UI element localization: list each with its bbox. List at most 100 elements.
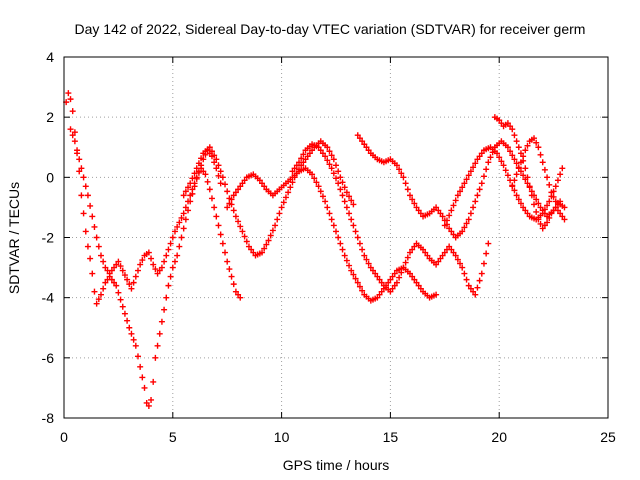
data-point	[513, 138, 520, 145]
data-point	[219, 174, 226, 181]
data-point	[139, 374, 146, 381]
data-point	[309, 147, 316, 154]
data-point	[259, 249, 266, 256]
data-point	[291, 165, 298, 172]
data-point	[195, 160, 202, 167]
data-point	[311, 175, 318, 182]
data-point	[454, 192, 461, 199]
data-point	[84, 192, 91, 199]
data-point	[134, 353, 141, 360]
data-point	[95, 296, 102, 303]
data-point	[398, 170, 405, 177]
data-point	[413, 279, 420, 286]
data-point	[387, 276, 394, 283]
data-point	[300, 151, 307, 158]
data-point	[541, 222, 548, 229]
axis-ticks	[63, 56, 609, 419]
data-point	[113, 282, 120, 289]
data-point	[557, 171, 564, 178]
data-point	[326, 210, 333, 217]
data-point	[256, 177, 263, 184]
data-point	[339, 246, 346, 253]
data-point	[517, 200, 524, 207]
data-point	[74, 147, 81, 154]
data-point	[515, 165, 522, 172]
data-point	[219, 240, 226, 247]
y-tick-labels: -8 -6 -4 -2 0 2 4	[42, 49, 55, 426]
data-point	[476, 186, 483, 193]
data-point	[169, 234, 176, 241]
data-point	[178, 234, 185, 241]
data-point	[561, 216, 568, 223]
data-point	[420, 246, 427, 253]
data-point	[174, 223, 181, 230]
data-point	[443, 217, 450, 224]
data-point	[337, 240, 344, 247]
data-point	[433, 261, 440, 268]
data-point	[411, 276, 418, 283]
data-point	[102, 264, 109, 271]
data-point	[356, 240, 363, 247]
data-point	[102, 279, 109, 286]
data-point	[206, 186, 213, 193]
data-point	[369, 267, 376, 274]
data-point	[145, 402, 152, 409]
data-point	[113, 261, 120, 268]
data-point	[67, 126, 74, 133]
data-point	[441, 222, 448, 229]
data-point	[215, 162, 222, 169]
data-point	[352, 228, 359, 235]
data-point	[78, 165, 85, 172]
data-point	[185, 184, 192, 191]
data-point	[391, 270, 398, 277]
data-point	[467, 210, 474, 217]
data-point	[385, 279, 392, 286]
x-tick-label: 25	[600, 429, 616, 445]
data-point	[324, 204, 331, 211]
data-point	[448, 228, 455, 235]
data-point	[343, 204, 350, 211]
data-point	[241, 233, 248, 240]
data-point	[69, 108, 76, 115]
data-point	[461, 180, 468, 187]
data-point	[537, 220, 544, 227]
data-point	[213, 213, 220, 220]
data-point	[143, 399, 150, 406]
data-point	[121, 310, 128, 317]
data-point	[459, 228, 466, 235]
data-point	[337, 186, 344, 193]
data-point	[280, 199, 287, 206]
y-tick-label: 0	[46, 169, 54, 185]
data-point	[544, 174, 551, 181]
data-point	[161, 306, 168, 313]
data-point	[437, 210, 444, 217]
data-point	[224, 188, 231, 195]
data-point	[352, 275, 359, 282]
data-point	[409, 273, 416, 280]
data-point	[396, 166, 403, 173]
data-point	[235, 291, 242, 298]
data-point	[561, 204, 568, 211]
data-point	[211, 204, 218, 211]
data-point	[124, 317, 131, 324]
y-tick-label: -8	[42, 410, 55, 426]
data-point	[507, 148, 514, 155]
data-point	[76, 156, 83, 163]
data-point	[296, 159, 303, 166]
data-point	[176, 219, 183, 226]
data-point	[465, 172, 472, 179]
data-point	[483, 250, 490, 257]
data-point	[417, 285, 424, 292]
data-point	[134, 267, 141, 274]
data-point	[87, 255, 94, 262]
data-point	[470, 288, 477, 295]
data-point	[513, 192, 520, 199]
chart-title: Day 142 of 2022, Sidereal Day-to-day VTE…	[75, 21, 586, 37]
data-point	[152, 354, 159, 361]
data-point	[117, 296, 124, 303]
data-point	[452, 252, 459, 259]
data-point	[396, 274, 403, 281]
data-point	[359, 138, 366, 145]
data-point	[259, 180, 266, 187]
